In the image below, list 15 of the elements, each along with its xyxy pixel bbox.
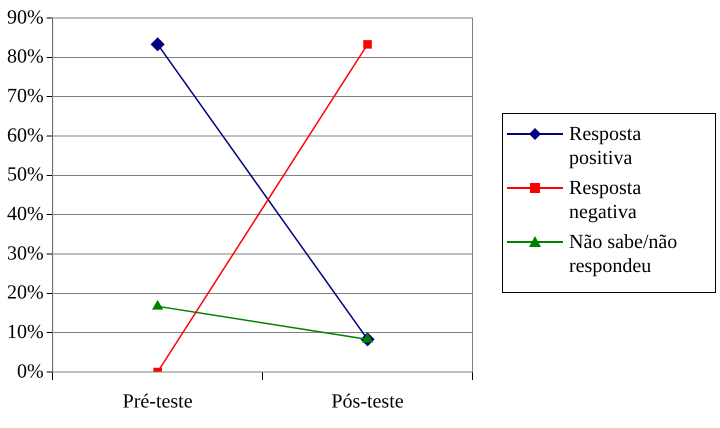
y-tick-label: 0% bbox=[16, 360, 44, 382]
y-tick-label: 50% bbox=[6, 164, 44, 186]
legend-label: Resposta positiva bbox=[569, 122, 642, 170]
y-tick-label: 30% bbox=[6, 242, 44, 264]
y-tick-label: 80% bbox=[6, 46, 44, 68]
x-tick-label: Pós-teste bbox=[331, 390, 404, 412]
y-tick-label: 10% bbox=[6, 320, 44, 343]
y-tick-label: 60% bbox=[6, 124, 44, 146]
y-tick-label: 40% bbox=[6, 202, 44, 225]
y-tick-label: 20% bbox=[6, 282, 44, 304]
y-tick-label: 70% bbox=[6, 84, 44, 107]
y-tick-label: 90% bbox=[6, 6, 44, 28]
legend-label: Não sabe/não respondeu bbox=[569, 230, 678, 278]
x-tick-label: Pré-teste bbox=[122, 390, 193, 412]
legend-label: Resposta negativa bbox=[569, 176, 642, 224]
